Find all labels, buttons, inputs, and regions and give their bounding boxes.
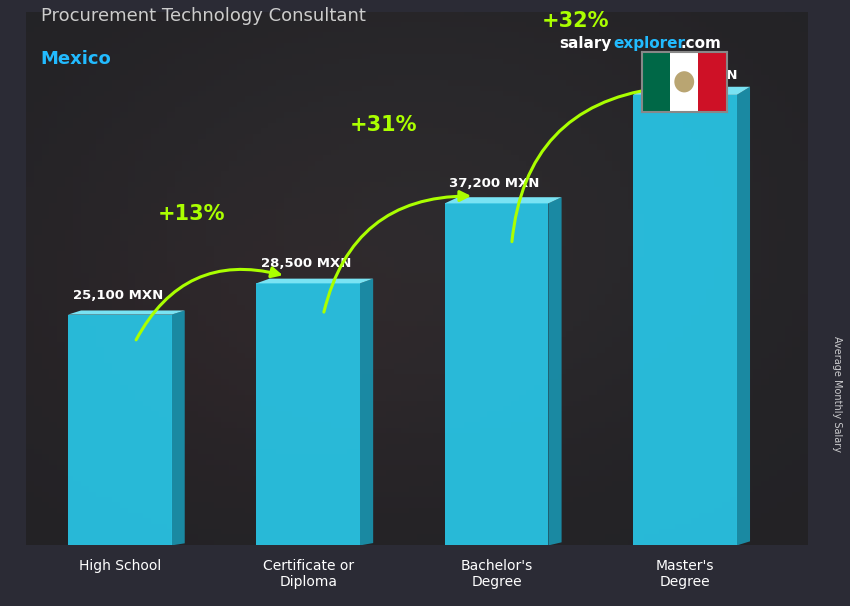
Text: +31%: +31% [349, 115, 417, 135]
Polygon shape [548, 197, 562, 545]
Polygon shape [445, 197, 562, 204]
Text: 25,100 MXN: 25,100 MXN [72, 288, 163, 302]
Bar [670, 52, 699, 112]
Polygon shape [445, 204, 548, 545]
Text: salary: salary [559, 36, 612, 51]
Bar [699, 52, 727, 112]
Polygon shape [257, 284, 360, 545]
Polygon shape [68, 310, 184, 315]
Text: Mexico: Mexico [41, 50, 111, 68]
Text: 28,500 MXN: 28,500 MXN [261, 258, 351, 270]
Circle shape [674, 71, 694, 92]
Polygon shape [172, 310, 184, 545]
Polygon shape [633, 87, 750, 95]
Text: 37,200 MXN: 37,200 MXN [450, 178, 540, 190]
Polygon shape [633, 95, 737, 545]
Text: Average Monthly Salary: Average Monthly Salary [832, 336, 842, 452]
Text: 49,000 MXN: 49,000 MXN [648, 69, 738, 82]
Text: +32%: +32% [542, 12, 609, 32]
Bar [642, 52, 670, 112]
Polygon shape [68, 315, 172, 545]
Text: explorer: explorer [614, 36, 686, 51]
Polygon shape [360, 279, 373, 545]
Text: +13%: +13% [157, 204, 225, 224]
Polygon shape [737, 87, 750, 545]
Text: .com: .com [680, 36, 721, 51]
Polygon shape [257, 279, 373, 284]
Text: Procurement Technology Consultant: Procurement Technology Consultant [41, 7, 366, 25]
